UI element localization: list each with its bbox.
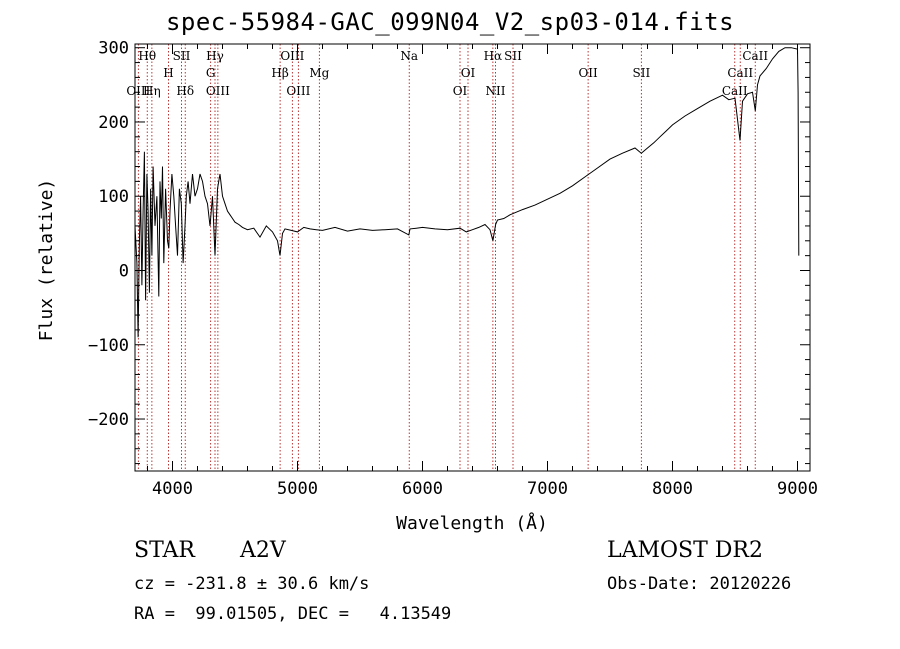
y-tick-label-5: 300: [98, 39, 129, 59]
y-tick-label-1: −100: [88, 336, 129, 356]
line-label-21: CaII: [742, 49, 768, 63]
x-tick-label-2: 6000: [402, 479, 443, 499]
line-label-1: OIII: [126, 84, 150, 98]
line-label-23: CaII: [722, 84, 748, 98]
survey-name: LAMOST DR2: [607, 538, 763, 563]
line-label-14: OI: [461, 66, 476, 80]
line-label-12: Mg: [309, 66, 329, 80]
radec-text: RA = 99.01505, DEC = 4.13549: [134, 604, 452, 624]
y-tick-label-3: 100: [98, 187, 129, 207]
object-subclass: A2V: [240, 538, 286, 563]
x-tick-label-0: 4000: [152, 479, 193, 499]
line-label-18: SII: [504, 49, 522, 63]
line-label-16: Hα: [484, 49, 503, 63]
line-label-7: G: [206, 66, 216, 80]
line-label-15: OI: [453, 84, 468, 98]
line-label-4: SII: [173, 49, 191, 63]
axis-ticks: 4000 5000 6000 7000 8000 9000 −200 −100 0 100 200 3…: [88, 39, 818, 499]
object-class: STAR: [134, 538, 195, 563]
line-label-9: OIII: [280, 49, 304, 63]
line-label-17: NII: [486, 84, 506, 98]
line-label-10: Hβ: [271, 66, 288, 80]
redshift-text: cz = -231.8 ± 30.6 km/s: [134, 574, 370, 594]
line-label-3: H: [163, 66, 173, 80]
line-label-13: Na: [400, 49, 418, 63]
line-labels: HθOIIIHηHSIIHδHγGOIIIOIIIHβOIIIMgNaOIOIH…: [126, 49, 768, 98]
plot-frame: [134, 43, 811, 472]
y-tick-label-2: 0: [119, 261, 129, 281]
line-label-11: OIII: [286, 84, 310, 98]
line-label-5: Hδ: [176, 84, 194, 98]
x-axis-label: Wavelength (Å): [396, 512, 548, 534]
x-tick-label-4: 8000: [652, 479, 693, 499]
line-label-8: OIII: [206, 84, 230, 98]
line-label-19: OII: [578, 66, 598, 80]
chart-title: spec-55984-GAC_099N04_V2_sp03-014.fits: [165, 8, 735, 36]
line-markers: [137, 44, 756, 471]
y-tick-label-0: −200: [88, 410, 129, 430]
x-tick-label-3: 7000: [527, 479, 568, 499]
line-label-0: Hθ: [138, 49, 156, 63]
x-tick-label-5: 9000: [777, 479, 818, 499]
x-tick-label-1: 5000: [277, 479, 318, 499]
y-axis-label: Flux (relative): [36, 179, 57, 342]
line-label-22: CaII: [727, 66, 753, 80]
line-label-2: Hη: [143, 84, 161, 98]
spectrum-line: [134, 47, 800, 338]
line-label-20: SII: [633, 66, 651, 80]
obs-date-text: Obs-Date: 20120226: [607, 574, 792, 594]
line-label-6: Hγ: [206, 49, 224, 63]
y-tick-label-4: 200: [98, 113, 129, 133]
